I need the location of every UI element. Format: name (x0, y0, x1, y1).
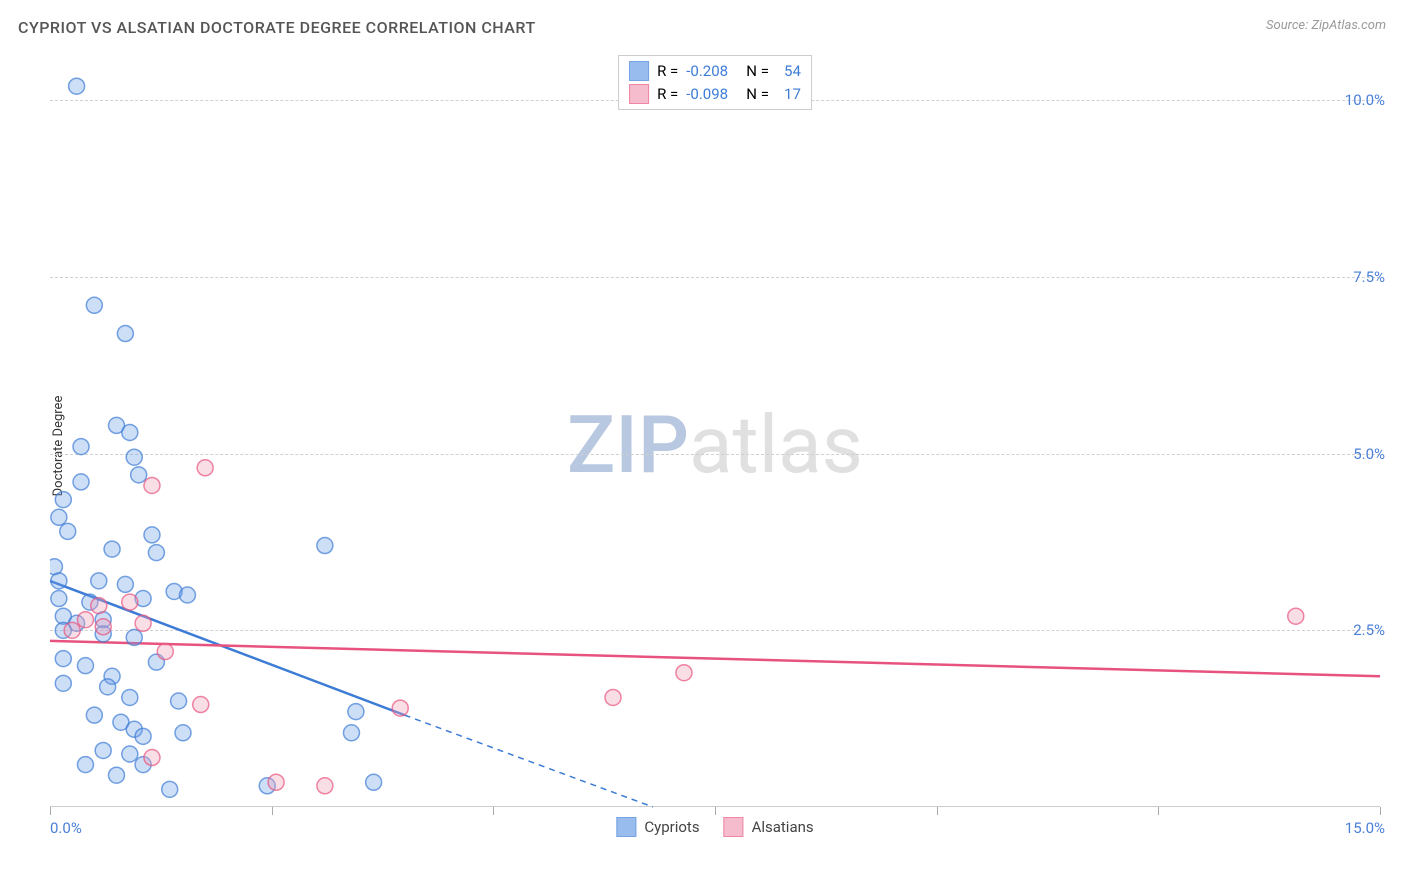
data-point (95, 742, 111, 758)
chart-container: CYPRIOT VS ALSATIAN DOCTORATE DEGREE COR… (0, 0, 1406, 892)
x-axis-end-label: 15.0% (1345, 819, 1385, 837)
data-point (1288, 608, 1304, 624)
data-point (104, 541, 120, 557)
cypriots-legend-swatch (616, 817, 636, 837)
source-attribution: Source: ZipAtlas.com (1266, 18, 1386, 33)
data-point (86, 707, 102, 723)
legend-item-cypriots: Cypriots (616, 817, 699, 837)
data-point (179, 587, 195, 603)
data-point (193, 697, 209, 713)
data-point (157, 644, 173, 660)
data-point (197, 460, 213, 476)
data-point (268, 774, 284, 790)
chart-svg (50, 55, 1380, 835)
r-label-2: R = (657, 83, 678, 106)
data-point (91, 598, 107, 614)
data-point (122, 746, 138, 762)
data-point (135, 728, 151, 744)
data-point (86, 297, 102, 313)
alsatians-legend-label: Alsatians (752, 818, 814, 836)
x-axis-start-label: 0.0% (50, 819, 82, 837)
data-point (144, 477, 160, 493)
alsatians-n-value: 17 (777, 83, 801, 106)
data-point (605, 689, 621, 705)
data-point (64, 622, 80, 638)
data-point (117, 326, 133, 342)
n-label-2: N = (746, 83, 769, 106)
data-point (122, 689, 138, 705)
data-point (77, 757, 93, 773)
regression-extrapolation (405, 715, 653, 807)
data-point (55, 492, 71, 508)
cypriots-r-value: -0.208 (686, 60, 738, 83)
data-point (162, 781, 178, 797)
data-point (55, 675, 71, 691)
data-point (348, 704, 364, 720)
data-point (343, 725, 359, 741)
data-point (676, 665, 692, 681)
source-name: ZipAtlas.com (1311, 18, 1386, 33)
chart-title: CYPRIOT VS ALSATIAN DOCTORATE DEGREE COR… (18, 18, 536, 37)
data-point (69, 78, 85, 94)
alsatians-legend-swatch (724, 817, 744, 837)
data-point (60, 523, 76, 539)
data-point (73, 439, 89, 455)
data-point (144, 750, 160, 766)
x-tick (1380, 807, 1381, 815)
alsatians-swatch (629, 84, 649, 104)
regression-line (50, 641, 1380, 676)
data-point (148, 545, 164, 561)
data-point (91, 573, 107, 589)
source-prefix: Source: (1266, 18, 1311, 33)
data-point (144, 527, 160, 543)
series-legend: Cypriots Alsatians (616, 817, 813, 837)
cypriots-n-value: 54 (777, 60, 801, 83)
r-label: R = (657, 60, 678, 83)
data-point (392, 700, 408, 716)
cypriots-swatch (629, 61, 649, 81)
data-point (73, 474, 89, 490)
data-point (171, 693, 187, 709)
correlation-legend-row-1: R = -0.208 N = 54 (629, 60, 801, 83)
data-point (126, 449, 142, 465)
correlation-legend-row-2: R = -0.098 N = 17 (629, 83, 801, 106)
n-label: N = (746, 60, 769, 83)
data-point (317, 538, 333, 554)
data-point (131, 467, 147, 483)
data-point (317, 778, 333, 794)
data-point (100, 679, 116, 695)
correlation-legend: R = -0.208 N = 54 R = -0.098 N = 17 (618, 55, 812, 110)
data-point (175, 725, 191, 741)
data-point (51, 573, 67, 589)
data-point (51, 591, 67, 607)
cypriots-legend-label: Cypriots (644, 818, 699, 836)
data-point (135, 615, 151, 631)
data-point (122, 424, 138, 440)
data-point (95, 619, 111, 635)
data-point (366, 774, 382, 790)
data-point (117, 576, 133, 592)
legend-item-alsatians: Alsatians (724, 817, 814, 837)
data-point (109, 767, 125, 783)
plot-area: ZIPatlas 2.5%5.0%7.5%10.0% R = -0.208 N … (50, 55, 1380, 835)
data-point (77, 612, 93, 628)
alsatians-r-value: -0.098 (686, 83, 738, 106)
data-point (122, 594, 138, 610)
data-point (51, 509, 67, 525)
data-point (77, 658, 93, 674)
data-point (55, 651, 71, 667)
data-point (126, 629, 142, 645)
